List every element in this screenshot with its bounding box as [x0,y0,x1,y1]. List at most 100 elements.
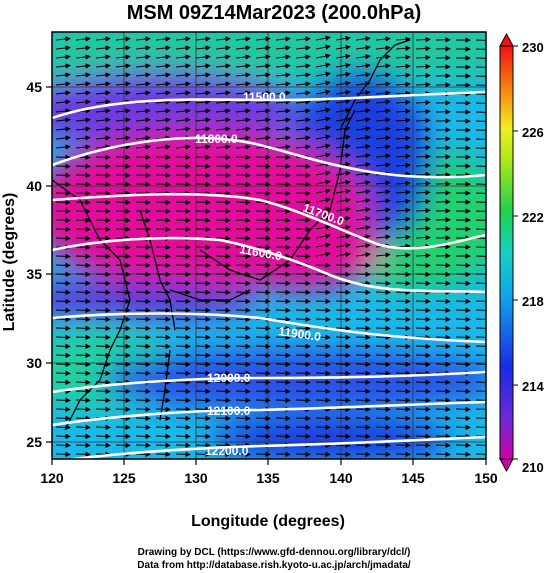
wind-arrow [335,206,351,213]
wind-arrow [195,108,211,114]
wind-arrow [475,127,486,134]
wind-arrow [275,316,291,323]
x-tick-label: 140 [329,470,353,486]
wind-arrow [395,280,411,287]
wind-arrow [175,199,191,206]
wind-arrow [335,280,351,287]
wind-arrow [195,126,211,132]
wind-arrow [375,180,391,186]
wind-arrow [155,45,171,51]
wind-arrow [415,162,431,169]
wind-arrow [175,289,191,296]
wind-arrow [55,379,71,386]
wind-arrow [115,90,131,96]
wind-arrow [375,135,391,141]
wind-arrow [235,163,251,170]
wind-arrow [135,316,151,323]
wind-arrow [135,154,151,161]
wind-arrow [255,99,271,105]
wind-arrow [335,406,351,413]
wind-arrow [315,62,331,68]
wind-arrow [455,343,471,350]
wind-arrow [75,226,91,233]
wind-arrow [55,235,71,242]
wind-arrow [55,63,71,69]
wind-arrow [55,397,71,404]
wind-arrow [355,99,371,105]
wind-arrow [235,271,251,278]
wind-arrow [55,352,71,359]
wind-arrow [135,172,151,179]
wind-arrow [315,89,331,95]
wind-arrow [475,361,486,368]
wind-arrow [275,379,291,386]
x-tick-label: 150 [474,470,498,486]
wind-arrow [255,370,271,377]
wind-arrow [395,63,411,69]
wind-arrow [115,63,131,69]
wind-arrow [75,262,91,269]
wind-arrow [75,343,91,350]
wind-arrow [215,280,231,287]
wind-arrow [355,262,371,269]
x-tick-label: 130 [184,470,208,486]
wind-arrow [455,424,471,431]
wind-arrow [435,343,451,350]
wind-arrow [315,433,331,440]
wind-arrow [215,262,231,269]
wind-arrow [195,199,211,206]
wind-arrow [475,100,486,107]
wind-arrow [55,442,71,449]
wind-arrow [135,144,151,150]
wind-arrow [75,81,91,87]
wind-arrow [415,135,431,142]
wind-arrow [315,397,331,404]
wind-arrow [415,325,431,332]
wind-arrow [435,406,451,413]
wind-arrow [135,63,151,69]
wind-arrow [115,190,131,197]
wind-arrow [475,226,486,233]
wind-arrow [215,379,231,386]
wind-arrow [335,143,351,150]
wind-arrow [295,81,311,87]
wind-arrow [475,424,486,431]
wind-arrow [295,415,311,422]
wind-arrow [355,180,371,186]
wind-arrow [175,226,191,233]
wind-arrow [395,162,411,168]
wind-arrow [435,379,451,386]
wind-arrow [55,325,71,332]
wind-arrow [75,379,91,386]
wind-arrow [455,280,471,287]
wind-arrow [215,244,231,251]
wind-arrow [195,36,211,42]
wind-arrow [255,424,271,431]
wind-arrow [455,379,471,386]
wind-arrow [475,199,486,206]
wind-arrow [135,226,151,233]
wind-arrow [55,90,71,96]
wind-arrow [75,235,91,242]
wind-arrow [415,180,431,187]
wind-arrow [235,298,251,305]
wind-arrow [415,415,431,422]
wind-arrow [75,370,91,377]
wind-arrow [155,244,171,251]
wind-arrow [195,424,211,431]
wind-arrow [195,280,211,287]
wind-arrow [255,397,271,404]
wind-arrow [235,172,251,179]
wind-arrow [175,45,191,51]
wind-arrow [215,163,231,170]
wind-arrow [475,190,486,197]
wind-arrow [115,352,131,359]
wind-arrow [215,442,231,449]
contour-label: 11800.0 [195,132,238,146]
wind-arrow [175,54,191,60]
wind-arrow [395,406,411,413]
wind-arrow [255,90,271,96]
wind-arrow [95,135,111,141]
wind-arrow [235,235,251,242]
wind-arrow [395,135,411,141]
